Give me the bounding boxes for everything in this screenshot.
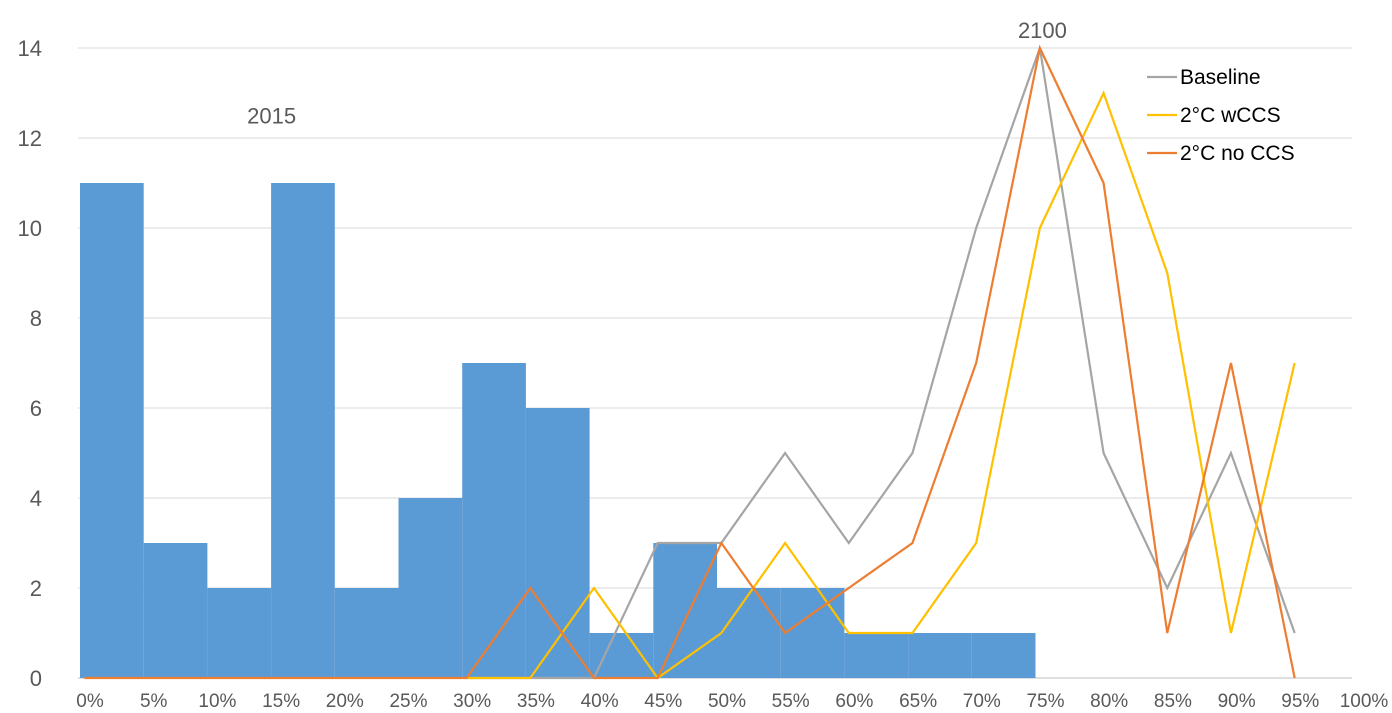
bar-35 xyxy=(525,408,590,678)
annotation-label: 2100 xyxy=(1018,18,1067,43)
x-tick-label: 15% xyxy=(262,691,300,712)
x-tick-label: 10% xyxy=(198,691,236,712)
y-tick-label: 12 xyxy=(18,126,42,151)
bar-45 xyxy=(653,543,717,678)
annotation-label: 2015 xyxy=(247,104,296,129)
bar-20 xyxy=(334,588,399,678)
y-tick-label: 0 xyxy=(30,666,42,691)
x-axis-ticks: 0% 5% 10% 15% 20% 25% 30% 35% 40% 45% 50% 55% 60% 65%… xyxy=(76,691,1388,712)
x-tick-label: 0% xyxy=(76,691,104,712)
histogram-bars xyxy=(80,183,1036,678)
x-tick-label: 40% xyxy=(581,691,619,712)
bar-40 xyxy=(589,633,654,678)
bar-25 xyxy=(398,498,463,678)
x-tick-label: 95% xyxy=(1281,691,1319,712)
annotations: 2015 2100 xyxy=(247,18,1067,129)
x-tick-label: 25% xyxy=(389,691,427,712)
x-tick-label: 70% xyxy=(963,691,1001,712)
legend-entry-2: 2°C no CCS xyxy=(1180,142,1295,165)
bar-50 xyxy=(717,588,781,678)
x-tick-label: 5% xyxy=(140,691,168,712)
x-tick-label: 30% xyxy=(453,691,491,712)
y-tick-label: 8 xyxy=(30,306,42,331)
x-tick-label: 35% xyxy=(517,691,555,712)
bar-30 xyxy=(462,363,526,678)
bar-0 xyxy=(80,183,144,678)
x-tick-label: 45% xyxy=(644,691,682,712)
bar-60 xyxy=(844,633,909,678)
x-tick-label: 65% xyxy=(899,691,937,712)
y-tick-label: 14 xyxy=(18,36,42,61)
bar-5 xyxy=(143,543,208,678)
y-tick-label: 10 xyxy=(18,216,42,241)
bar-55 xyxy=(780,588,845,678)
y-tick-label: 6 xyxy=(30,396,42,421)
y-tick-label: 4 xyxy=(30,486,42,511)
series-line-1 xyxy=(466,90,1296,680)
x-tick-label: 60% xyxy=(835,691,873,712)
x-tick-label: 90% xyxy=(1218,691,1256,712)
legend: Baseline 2°C wCCS 2°C no CCS xyxy=(1147,66,1295,165)
legend-entry-0: Baseline xyxy=(1180,66,1261,89)
series-lines xyxy=(84,44,1296,680)
bar-70 xyxy=(971,633,1036,678)
y-axis-ticks: 0 2 4 6 8 10 12 14 xyxy=(18,36,42,691)
legend-entry-1: 2°C wCCS xyxy=(1180,104,1281,127)
bar-10 xyxy=(207,588,272,678)
x-tick-label: 85% xyxy=(1154,691,1192,712)
bar-65 xyxy=(908,633,972,678)
x-tick-label: 75% xyxy=(1026,691,1064,712)
bar-15 xyxy=(271,183,335,678)
x-tick-label: 50% xyxy=(708,691,746,712)
x-tick-label: 100% xyxy=(1340,691,1389,712)
x-tick-label: 20% xyxy=(326,691,364,712)
y-tick-label: 2 xyxy=(30,576,42,601)
series-line-0 xyxy=(466,47,1296,680)
x-tick-label: 55% xyxy=(772,691,810,712)
x-tick-label: 80% xyxy=(1090,691,1128,712)
series-line-2 xyxy=(84,44,1296,680)
